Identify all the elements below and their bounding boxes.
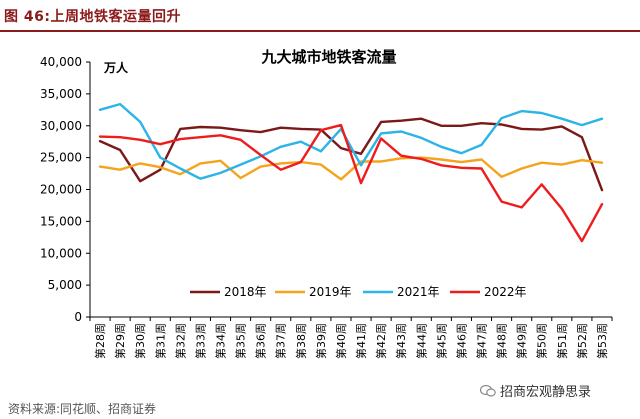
x-tick-label: 第36周 <box>254 323 268 359</box>
y-tick-label: 20,000 <box>40 183 82 197</box>
x-tick-label: 第50周 <box>535 323 549 359</box>
x-tick-label: 第35周 <box>234 323 248 359</box>
x-tick-label: 第37周 <box>274 323 288 359</box>
legend-label: 2021年 <box>397 285 440 299</box>
wechat-icon <box>480 384 496 397</box>
source-note: 资料来源:同花顺、招商证券 <box>8 402 157 416</box>
y-tick-label: 35,000 <box>40 87 82 101</box>
watermark: 招商宏观静思录 <box>480 381 591 400</box>
x-tick-label: 第43周 <box>394 323 408 359</box>
x-tick-label: 第32周 <box>173 323 187 359</box>
x-tick-label: 第52周 <box>575 323 589 359</box>
x-tick-label: 第33周 <box>193 323 207 359</box>
figure-title: 图 46:上周地铁客运量回升 <box>4 9 181 25</box>
x-tick-label: 第51周 <box>555 323 569 359</box>
x-tick-label: 第40周 <box>334 323 348 359</box>
x-tick-label: 第49周 <box>515 323 529 359</box>
watermark-text: 招商宏观静思录 <box>500 385 592 400</box>
x-tick-label: 第47周 <box>475 323 489 359</box>
legend-label: 2018年 <box>224 285 267 299</box>
figure-header: 图 46:上周地铁客运量回升 <box>0 0 640 34</box>
x-tick-label: 第41周 <box>354 323 368 359</box>
y-unit-label: 万人 <box>103 60 129 75</box>
series-line-3 <box>98 102 604 180</box>
legend-label: 2022年 <box>484 285 527 299</box>
x-tick-label: 第31周 <box>153 323 167 359</box>
legend-label: 2019年 <box>309 285 352 299</box>
chart-title: 九大城市地铁客流量 <box>260 48 396 66</box>
series-line-2 <box>98 156 604 181</box>
y-tick-label: 25,000 <box>40 151 82 165</box>
x-tick-label: 第53周 <box>595 323 609 359</box>
x-tick-label: 第28周 <box>93 323 107 359</box>
y-tick-label: 15,000 <box>40 214 82 228</box>
x-tick-label: 第42周 <box>374 323 388 359</box>
x-tick-label: 第30周 <box>133 323 147 359</box>
x-tick-label: 第48周 <box>495 323 509 359</box>
title-rule <box>0 30 640 32</box>
x-tick-label: 第44周 <box>414 323 428 359</box>
y-tick-label: 10,000 <box>40 246 82 260</box>
x-tick-label: 第39周 <box>314 323 328 359</box>
y-tick-label: 0 <box>74 310 82 324</box>
x-tick-label: 第34周 <box>214 323 228 359</box>
x-tick-label: 第38周 <box>294 323 308 359</box>
legend: 2018年 2019年 2021年 2022年 <box>190 285 527 299</box>
y-tick-label: 5,000 <box>48 278 82 292</box>
y-tick-label: 30,000 <box>40 119 82 133</box>
y-tick-label: 40,000 <box>40 55 82 69</box>
series-line-4 <box>98 123 604 243</box>
x-tick-label: 第45周 <box>434 323 448 359</box>
x-tick-label: 第29周 <box>113 323 127 359</box>
x-tick-label: 第46周 <box>454 323 468 359</box>
series-layer <box>98 102 604 243</box>
